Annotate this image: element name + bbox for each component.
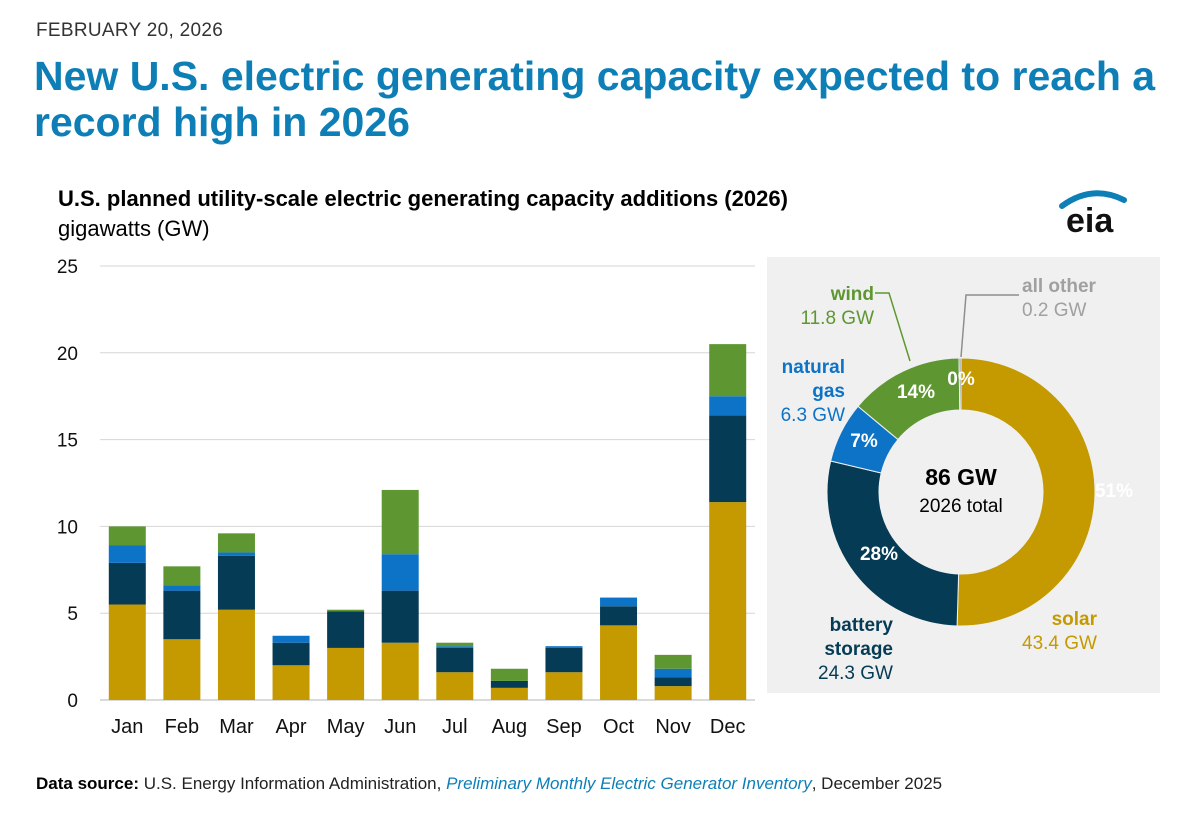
bar-segment-battery-storage xyxy=(654,677,692,687)
donut-slice-all-other xyxy=(958,357,962,411)
bar-segment-battery-storage xyxy=(490,680,528,688)
bar-segment-solar xyxy=(600,625,638,700)
bar-segment-wind xyxy=(217,533,255,553)
bar-segment-wind xyxy=(709,344,747,397)
pct-label-wind: 14% xyxy=(897,382,935,403)
bar-segment-natural-gas xyxy=(108,545,146,563)
natural-gas-name-label: natural xyxy=(782,357,845,378)
bar-segment-natural-gas xyxy=(545,646,583,648)
stacked-bar-chart: 0 5 10 15 20 25 Jan Feb Mar Apr May Jun Jul Aug Sep Oct… xyxy=(57,257,755,738)
donut-slice-battery-storage xyxy=(826,460,960,627)
y-tick-label: 20 xyxy=(57,344,78,365)
bar-segment-wind xyxy=(490,668,528,681)
bar-segment-battery-storage xyxy=(272,642,310,666)
bar-segment-battery-storage xyxy=(327,611,365,648)
pct-label-solar: 51% xyxy=(1095,481,1133,502)
all-other-leader-line xyxy=(960,294,1019,358)
bar-segment-solar xyxy=(272,665,310,700)
eia-logo: eia xyxy=(1059,190,1127,236)
bar-segment-solar xyxy=(217,609,255,700)
source-link[interactable]: Preliminary Monthly Electric Generator I… xyxy=(446,774,812,793)
bar-segment-battery-storage xyxy=(217,555,255,610)
x-tick-label: Jun xyxy=(384,716,416,738)
x-tick-label: Nov xyxy=(655,716,691,738)
donut-center-value: 86 GW xyxy=(925,464,997,490)
publish-date: FEBRUARY 20, 2026 xyxy=(36,20,224,41)
x-tick-label: Mar xyxy=(219,716,254,738)
pct-label-battery-storage: 28% xyxy=(860,544,898,565)
x-tick-label: Jul xyxy=(442,716,468,738)
bar-segment-battery-storage xyxy=(709,415,747,503)
battery-storage-value-label: 24.3 GW xyxy=(818,663,893,684)
source-text: U.S. Energy Information Administration, xyxy=(138,774,447,793)
bar-segment-solar xyxy=(163,639,201,700)
bar-segment-natural-gas xyxy=(217,552,255,556)
x-tick-label: Feb xyxy=(165,716,199,738)
bar-segment-battery-storage xyxy=(436,647,474,673)
all-other-name-label: all other xyxy=(1022,276,1097,297)
source-label: Data source: xyxy=(36,774,139,793)
bar-segment-solar xyxy=(654,686,692,700)
donut-chart: 51% 28% 7% 14% 0% 86 GW 2026 total solar 43.4 GW… xyxy=(781,276,1134,684)
bar-segment-wind xyxy=(327,609,365,612)
y-tick-label: 5 xyxy=(67,604,78,625)
bar-segment-wind xyxy=(108,526,146,546)
all-other-value-label: 0.2 GW xyxy=(1022,300,1086,321)
bar-segment-natural-gas xyxy=(436,646,474,648)
bar-segment-wind xyxy=(654,654,692,669)
bar-segment-battery-storage xyxy=(600,606,638,626)
bar-segment-solar xyxy=(381,642,419,700)
bar-segment-battery-storage xyxy=(381,590,419,643)
wind-value-label: 11.8 GW xyxy=(800,308,874,329)
logo-text: eia xyxy=(1066,202,1114,236)
pct-label-all-other: 0% xyxy=(947,369,975,390)
wind-leader-line xyxy=(875,292,911,362)
x-tick-label: Aug xyxy=(492,716,528,738)
wind-name-label: wind xyxy=(830,284,874,305)
x-tick-label: Jan xyxy=(111,716,143,738)
x-tick-label: May xyxy=(327,716,365,738)
bar-segment-solar xyxy=(490,687,528,700)
bar-segment-natural-gas xyxy=(381,554,419,591)
battery-storage-name-label: battery xyxy=(830,615,894,636)
y-tick-label: 0 xyxy=(67,691,78,712)
bar-segment-solar xyxy=(327,647,365,700)
x-tick-label: Apr xyxy=(275,716,306,738)
x-tick-label: Sep xyxy=(546,716,582,738)
donut-slice-solar xyxy=(956,357,1096,627)
source-suffix: , December 2025 xyxy=(811,774,943,793)
bar-segment-solar xyxy=(436,672,474,700)
bar-segment-natural-gas xyxy=(600,597,638,607)
bar-segment-natural-gas xyxy=(163,585,201,591)
pct-label-natural-gas: 7% xyxy=(850,431,878,452)
bar-segment-wind xyxy=(436,642,474,647)
y-tick-label: 25 xyxy=(57,257,78,278)
y-tick-label: 15 xyxy=(57,431,78,452)
bar-segment-battery-storage xyxy=(163,590,201,640)
solar-value-label: 43.4 GW xyxy=(1022,633,1097,654)
donut-panel: 51% 28% 7% 14% 0% 86 GW 2026 total solar 43.4 GW… xyxy=(767,257,1160,693)
battery-storage-name-label: storage xyxy=(824,639,893,660)
y-tick-label: 10 xyxy=(57,517,78,538)
bar-segment-natural-gas xyxy=(709,396,747,416)
natural-gas-name-label: gas xyxy=(812,381,845,402)
bar-segment-wind xyxy=(381,489,419,555)
data-source-note: Data source: U.S. Energy Information Adm… xyxy=(36,774,942,794)
page-headline: New U.S. electric generating capacity ex… xyxy=(34,53,1156,145)
donut-center-label: 2026 total xyxy=(919,496,1002,517)
bar-segment-natural-gas xyxy=(272,635,310,643)
bar-segment-solar xyxy=(545,672,583,700)
bar-segment-solar xyxy=(108,604,146,700)
bar-segment-battery-storage xyxy=(545,647,583,673)
bar-segment-solar xyxy=(709,502,747,700)
chart-y-label: gigawatts (GW) xyxy=(58,216,210,241)
x-tick-label: Oct xyxy=(603,716,635,738)
x-tick-label: Dec xyxy=(710,716,746,738)
bar-segment-battery-storage xyxy=(108,562,146,605)
bar-segment-natural-gas xyxy=(654,668,692,678)
solar-name-label: solar xyxy=(1052,609,1098,630)
chart-title: U.S. planned utility-scale electric gene… xyxy=(58,186,788,211)
natural-gas-value-label: 6.3 GW xyxy=(781,405,845,426)
bar-segment-wind xyxy=(163,566,201,586)
